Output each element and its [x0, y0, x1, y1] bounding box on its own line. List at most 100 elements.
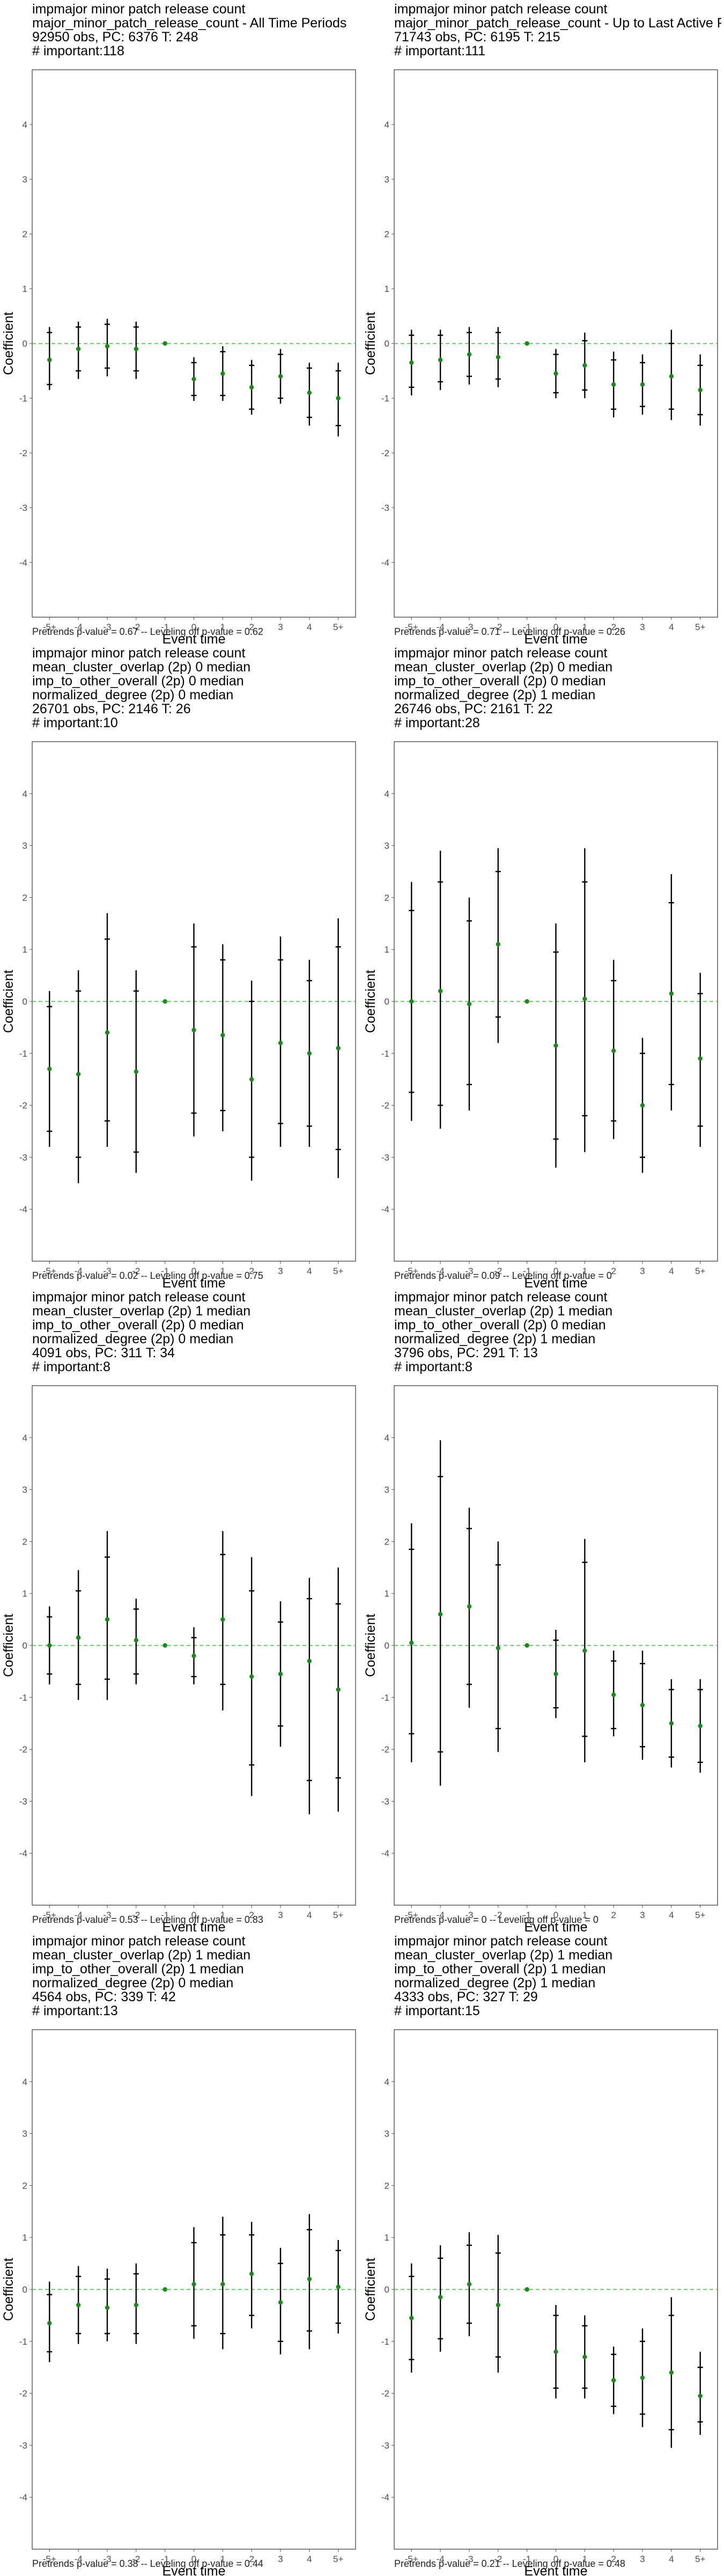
- coefficient-estimate: [249, 980, 255, 1181]
- coefficient-estimate: [466, 327, 472, 385]
- coefficient-estimate: [220, 944, 226, 1131]
- y-tick-label: 2: [23, 892, 27, 903]
- x-tick-label: -2: [132, 1266, 140, 1276]
- point-estimate: [76, 2302, 81, 2308]
- x-axis-title: Event time: [524, 2564, 587, 2576]
- x-tick-label: 3: [640, 1910, 645, 1920]
- coefficient-estimate: [409, 2263, 415, 2373]
- x-tick-label: -5+: [43, 622, 56, 632]
- coefficient-estimate: [466, 897, 472, 1111]
- x-tick-label: 3: [278, 2554, 283, 2564]
- point-estimate: [467, 1604, 472, 1609]
- coefficient-estimate: [335, 2240, 341, 2334]
- pvalue-footnote: Pretrends p-value = 0.02 -- Leveling off…: [32, 1270, 263, 1281]
- x-tick-label: -5+: [405, 1266, 418, 1276]
- x-tick-label: -1: [523, 1910, 531, 1920]
- title-line: mean_cluster_overlap (2p) 1 median: [32, 1304, 251, 1319]
- coefficient-estimate: [697, 354, 703, 426]
- point-estimate: [162, 1643, 167, 1648]
- point-estimate: [105, 2305, 110, 2310]
- x-tick-label: 4: [307, 2554, 312, 2564]
- coefficient-estimate: [220, 2216, 226, 2350]
- title-line: imp_to_other_overall (2p) 0 median: [32, 1318, 244, 1333]
- event-study-plot: -4 -3 -2 -1 0 1 2 3 4 -5+ -4 -3 -2 -1 0 1 2 3 4 5+ Event tim…: [363, 741, 718, 1288]
- y-tick-label: 1: [23, 2233, 27, 2243]
- point-estimate: [249, 1077, 254, 1082]
- x-tick-label: -2: [494, 1910, 502, 1920]
- x-axis-title: Event time: [524, 1276, 587, 1288]
- point-estimate: [438, 989, 443, 993]
- y-axis-title: Coefficient: [1, 312, 16, 375]
- point-estimate: [438, 1612, 443, 1617]
- x-tick-label: 1: [220, 2554, 225, 2564]
- x-tick-label: -5+: [405, 1910, 418, 1920]
- x-tick-label: 0: [553, 1910, 558, 1920]
- y-tick-label: 4: [385, 1433, 389, 1443]
- coefficient-estimate: [76, 321, 82, 379]
- x-tick-label: 1: [220, 1910, 225, 1920]
- point-estimate: [220, 1033, 225, 1038]
- coefficient-estimate: [191, 1627, 197, 1685]
- y-axis-title: Coefficient: [1, 2258, 16, 2321]
- coefficient-estimate: [611, 352, 617, 418]
- point-estimate: [669, 991, 674, 996]
- point-estimate: [278, 1041, 283, 1045]
- title-line: impmajor minor patch release count: [394, 2, 608, 17]
- coefficient-estimate: [162, 341, 167, 346]
- coefficient-estimate: [438, 1440, 444, 1786]
- x-tick-label: 4: [669, 1910, 674, 1920]
- coefficient-estimate: [249, 360, 255, 415]
- title-line: 26746 obs, PC: 2161 T: 22: [394, 701, 553, 716]
- point-estimate: [162, 341, 167, 346]
- x-axis-title: Event time: [162, 632, 225, 644]
- point-estimate: [524, 999, 529, 1004]
- y-tick-label: 4: [23, 2077, 27, 2087]
- x-tick-label: 2: [249, 622, 254, 632]
- title-line: 3796 obs, PC: 291 T: 13: [394, 1345, 538, 1360]
- point-estimate: [47, 2321, 52, 2326]
- point-estimate: [698, 1056, 703, 1061]
- x-tick-label: 5+: [695, 2554, 705, 2564]
- y-tick-label: 1: [385, 284, 389, 294]
- coefficient-estimate: [553, 923, 559, 1168]
- point-estimate: [220, 371, 225, 376]
- title-line: 4091 obs, PC: 311 T: 34: [32, 1345, 175, 1360]
- title-line: mean_cluster_overlap (2p) 1 median: [394, 1304, 613, 1319]
- title-line: normalized_degree (2p) 1 median: [394, 1975, 596, 1990]
- point-estimate: [278, 2300, 283, 2305]
- point-estimate: [409, 999, 414, 1004]
- x-axis-title: Event time: [524, 632, 587, 644]
- coefficient-estimate: [611, 1650, 617, 1737]
- coefficient-estimate: [668, 2297, 674, 2448]
- x-tick-label: -5+: [43, 1266, 56, 1276]
- y-axis-title: Coefficient: [363, 312, 378, 375]
- coefficient-estimate: [438, 330, 444, 390]
- y-tick-label: 3: [23, 841, 27, 851]
- title-line: 4333 obs, PC: 327 T: 29: [394, 1989, 538, 2004]
- x-tick-label: -3: [103, 1910, 111, 1920]
- y-tick-label: -3: [381, 1152, 389, 1162]
- x-tick-label: -4: [75, 622, 83, 632]
- title-line: imp_to_other_overall (2p) 0 median: [32, 674, 244, 689]
- point-estimate: [553, 2349, 558, 2354]
- title-line: normalized_degree (2p) 0 median: [32, 1975, 234, 1990]
- title-line: 4564 obs, PC: 339 T: 42: [32, 1989, 176, 2004]
- coefficient-estimate: [162, 2287, 167, 2292]
- y-tick-label: 4: [385, 120, 389, 130]
- coefficient-estimate: [611, 2346, 617, 2414]
- coefficient-estimate: [335, 918, 341, 1179]
- y-tick-label: 2: [23, 1536, 27, 1547]
- x-tick-label: -4: [75, 1266, 83, 1276]
- point-estimate: [409, 360, 414, 365]
- point-estimate: [524, 341, 529, 346]
- y-tick-label: -4: [19, 1204, 27, 1214]
- coefficient-estimate: [133, 2263, 139, 2344]
- y-tick-label: 3: [385, 841, 389, 851]
- x-tick-label: -3: [465, 622, 473, 632]
- pvalue-footnote: Pretrends p-value = 0.09 -- Leveling off…: [394, 1270, 612, 1281]
- point-estimate: [220, 2282, 225, 2287]
- point-estimate: [438, 357, 443, 362]
- point-estimate: [134, 347, 139, 352]
- chart-panel-2: impmajor minor patch release count major_…: [362, 0, 724, 644]
- x-tick-label: -2: [132, 622, 140, 632]
